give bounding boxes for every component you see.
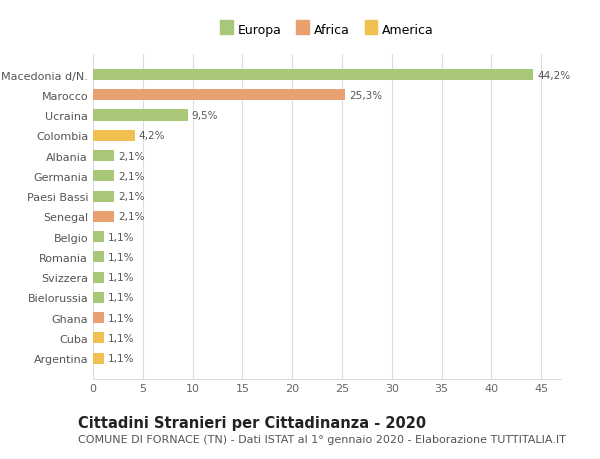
Bar [93, 70, 533, 81]
Text: 1,1%: 1,1% [108, 333, 134, 343]
Text: 25,3%: 25,3% [349, 90, 382, 101]
Legend: Europa, Africa, America: Europa, Africa, America [215, 19, 439, 42]
Text: Cittadini Stranieri per Cittadinanza - 2020: Cittadini Stranieri per Cittadinanza - 2… [78, 415, 426, 431]
Bar [93, 313, 104, 324]
Text: 1,1%: 1,1% [108, 232, 134, 242]
Bar [93, 272, 104, 283]
Text: 44,2%: 44,2% [537, 70, 570, 80]
Bar [93, 191, 114, 202]
Text: 2,1%: 2,1% [118, 212, 145, 222]
Bar [93, 353, 104, 364]
Bar [93, 90, 345, 101]
Bar [93, 333, 104, 344]
Text: 9,5%: 9,5% [191, 111, 218, 121]
Text: 1,1%: 1,1% [108, 353, 134, 364]
Text: 4,2%: 4,2% [139, 131, 166, 141]
Bar [93, 130, 135, 141]
Text: 1,1%: 1,1% [108, 273, 134, 283]
Bar [93, 231, 104, 243]
Text: 2,1%: 2,1% [118, 151, 145, 161]
Bar [93, 171, 114, 182]
Bar [93, 151, 114, 162]
Text: COMUNE DI FORNACE (TN) - Dati ISTAT al 1° gennaio 2020 - Elaborazione TUTTITALIA: COMUNE DI FORNACE (TN) - Dati ISTAT al 1… [78, 434, 566, 444]
Text: 2,1%: 2,1% [118, 192, 145, 202]
Bar [93, 211, 114, 223]
Bar [93, 110, 188, 121]
Text: 1,1%: 1,1% [108, 313, 134, 323]
Text: 2,1%: 2,1% [118, 172, 145, 181]
Bar [93, 292, 104, 303]
Text: 1,1%: 1,1% [108, 293, 134, 303]
Text: 1,1%: 1,1% [108, 252, 134, 262]
Bar [93, 252, 104, 263]
